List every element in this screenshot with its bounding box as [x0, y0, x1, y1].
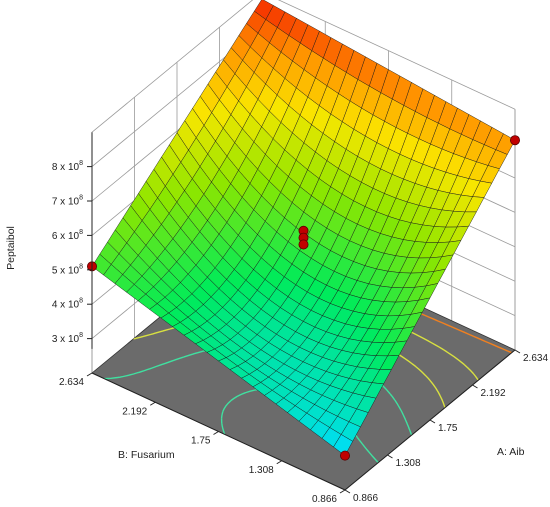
x-tick	[387, 454, 393, 459]
y-tick-label: 1.75	[191, 436, 211, 447]
wall-edge	[91, 0, 254, 133]
x-axis-title: A: Aib	[497, 446, 525, 458]
svg-text:Peptaibol: Peptaibol	[5, 226, 17, 270]
y-tick	[213, 431, 219, 435]
wall-edge	[277, 0, 516, 110]
z-axis-title: Peptaibol	[5, 226, 17, 270]
y-tick	[149, 401, 156, 406]
response-surface	[91, 0, 516, 456]
x-tick	[514, 349, 521, 354]
surface-cell	[333, 434, 354, 456]
z-tick-label: 6 x 108	[52, 229, 83, 242]
y-tick-label: 1.308	[249, 465, 274, 476]
x-tick-label: 1.308	[396, 458, 421, 469]
x-tick	[344, 489, 351, 494]
y-tick	[339, 489, 346, 494]
x-tick	[472, 384, 478, 389]
y-tick-label: 2.192	[122, 406, 147, 417]
y-tick-label: 2.634	[59, 377, 84, 388]
x-tick-label: 2.634	[523, 353, 548, 364]
design-point	[339, 450, 350, 461]
y-tick-label: 0.866	[312, 494, 337, 505]
z-tick-label: 3 x 108	[52, 332, 83, 345]
y-tick	[86, 372, 93, 377]
design-point	[509, 135, 520, 146]
y-tick	[276, 460, 283, 465]
z-tick-label: 4 x 108	[52, 298, 83, 311]
z-tick-label: 5 x 108	[52, 263, 83, 276]
x-tick-label: 2.192	[481, 388, 506, 399]
x-tick	[429, 419, 436, 424]
design-points	[87, 135, 520, 461]
y-axis-title: B: Fusarium	[118, 449, 175, 461]
axes: 3 x 108 4 x 108 5 x 108 6 x 108 7 x 108 8 x 1…	[52, 132, 548, 505]
design-point	[298, 239, 309, 250]
x-tick-label: 1.75	[438, 423, 458, 434]
x-tick-label: 0.866	[353, 493, 378, 504]
z-tick-label: 8 x 108	[52, 160, 83, 173]
z-tick-label: 7 x 108	[52, 195, 83, 208]
